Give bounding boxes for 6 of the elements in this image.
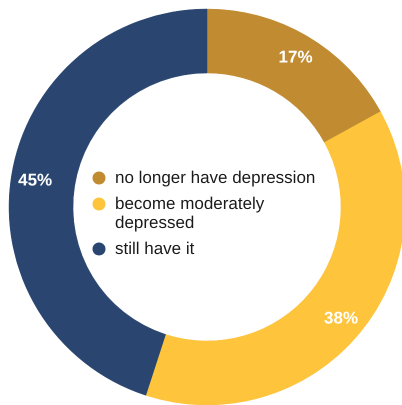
legend-label: become moderately depressed <box>115 194 266 232</box>
data-label: 17% <box>278 48 313 67</box>
legend-label: no longer have depression <box>115 168 316 187</box>
data-label: 38% <box>324 308 358 328</box>
legend-label: still have it <box>115 239 196 258</box>
data-label: 45% <box>18 170 52 190</box>
